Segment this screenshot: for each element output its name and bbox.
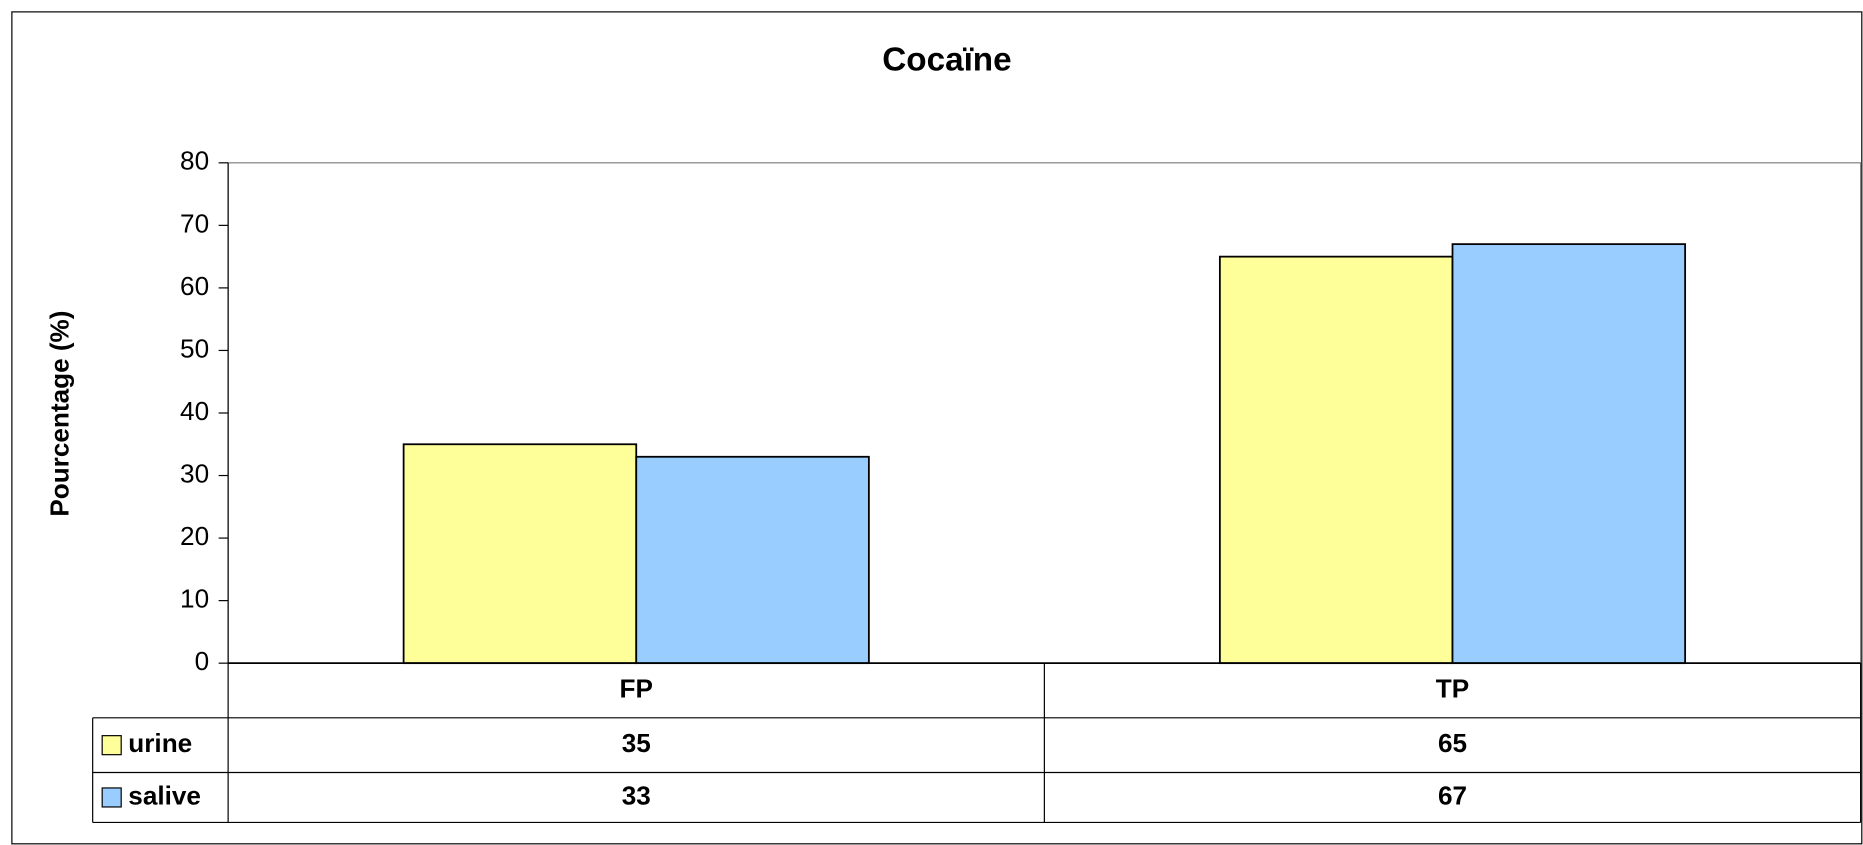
chart-title: Cocaïne [882,42,1011,79]
table-value: 65 [1438,728,1467,758]
legend-swatch [101,787,122,808]
y-tick-label: 70 [180,208,209,238]
legend-swatch [101,735,122,756]
legend-label: urine [128,728,192,758]
legend-label: salive [128,780,201,810]
y-axis-label: Pourcentage (%) [45,311,75,517]
x-tick-label: FP [620,673,653,703]
y-tick-label: 20 [180,521,209,551]
y-tick-label: 50 [180,333,209,363]
y-tick-label: 80 [180,146,209,176]
bar [1451,243,1687,665]
bar [402,443,638,665]
table-value: 33 [622,780,651,810]
bar [1218,255,1454,665]
y-tick-label: 40 [180,396,209,426]
bar [635,455,870,665]
table-value: 35 [622,728,651,758]
x-tick-label: TP [1436,673,1469,703]
y-tick-label: 0 [195,646,210,676]
y-tick-label: 60 [180,271,209,301]
y-tick-label: 30 [180,458,209,488]
table-value: 67 [1438,780,1467,810]
y-tick-label: 10 [180,584,209,614]
